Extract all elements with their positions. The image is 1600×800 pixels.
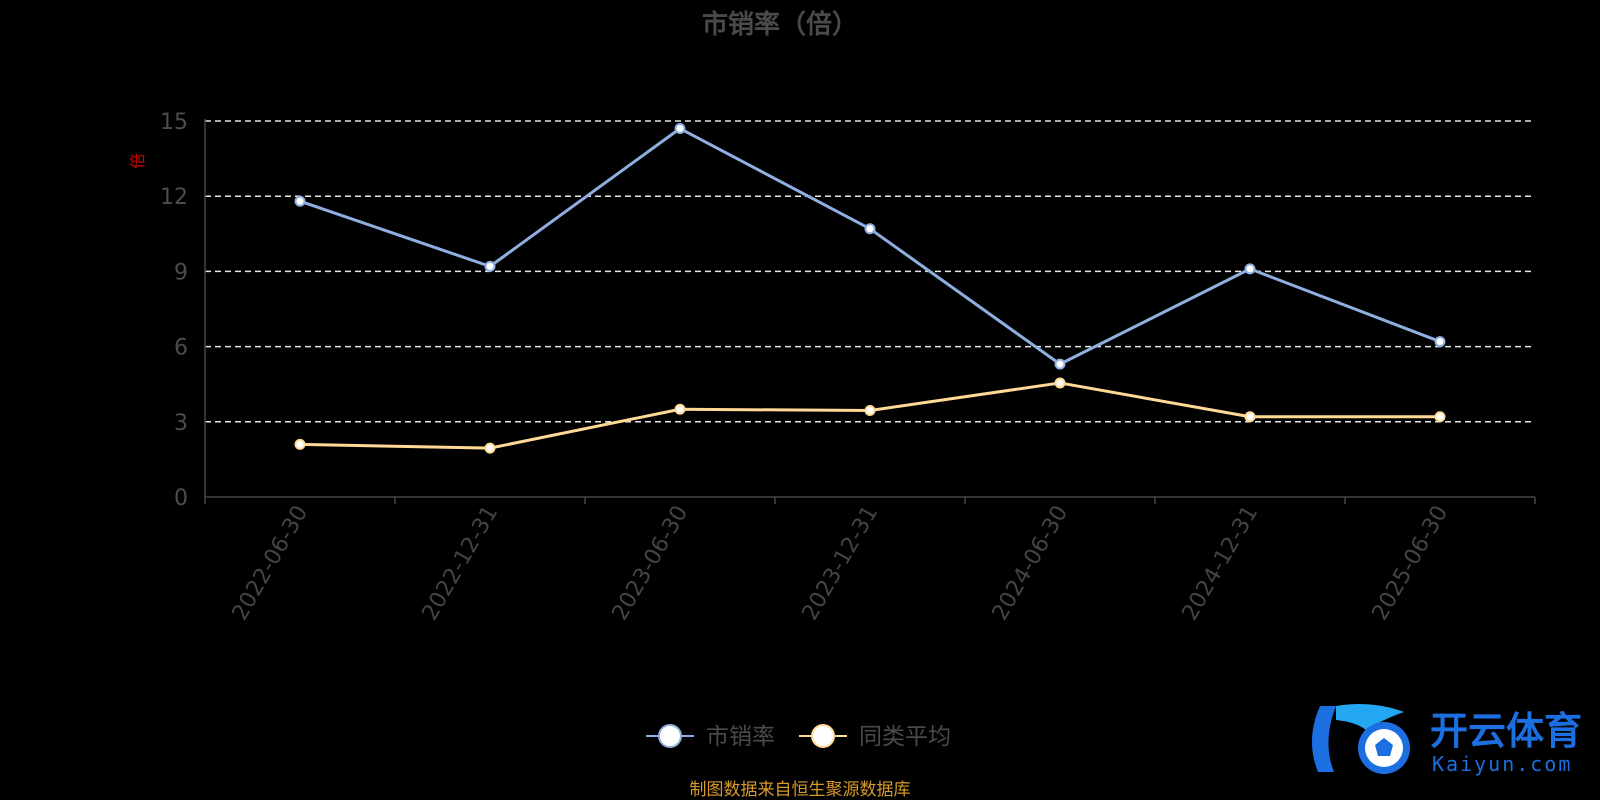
legend-item-series-1[interactable]: 市销率 xyxy=(646,724,775,750)
x-tick-label-6: 2025-06-30 xyxy=(1368,502,1454,625)
source-note: 制图数据来自恒生聚源数据库 xyxy=(690,780,911,800)
watermark-sub: Kaiyun.com xyxy=(1432,752,1572,776)
data-point-series-2-4 xyxy=(1054,377,1066,389)
data-point-series-2-3 xyxy=(864,405,876,417)
x-tick-label-2: 2023-06-30 xyxy=(608,502,694,625)
data-point-series-1-2 xyxy=(674,123,686,135)
watermark-brand: 开云体育 xyxy=(1430,709,1582,753)
y-tick-label-2: 6 xyxy=(174,336,188,361)
y-tick-label-3: 9 xyxy=(174,260,188,285)
y-axis-label: 倍 xyxy=(128,153,147,169)
legend-marker-series-2 xyxy=(811,724,835,748)
legend-marker-series-1 xyxy=(658,724,682,748)
data-point-series-1-4 xyxy=(1054,358,1066,370)
data-point-series-2-0 xyxy=(294,438,306,450)
kaiyun-logo-icon xyxy=(1311,704,1410,774)
data-point-series-2-5 xyxy=(1244,411,1256,423)
x-tick-label-5: 2024-12-31 xyxy=(1178,502,1264,625)
chart-title: 市销率（倍） xyxy=(702,9,858,40)
legend[interactable]: 市销率 同类平均 xyxy=(646,724,951,750)
data-point-series-1-3 xyxy=(864,223,876,235)
y-tick-label-0: 0 xyxy=(174,486,188,511)
data-point-series-1-5 xyxy=(1244,263,1256,275)
data-point-series-1-1 xyxy=(484,260,496,272)
series-lines xyxy=(294,123,1446,454)
data-point-series-2-1 xyxy=(484,442,496,454)
legend-label-series-2: 同类平均 xyxy=(859,724,951,750)
data-point-series-2-6 xyxy=(1434,411,1446,423)
data-point-series-1-6 xyxy=(1434,336,1446,348)
data-point-series-1-0 xyxy=(294,195,306,207)
series-line-1 xyxy=(299,127,1441,366)
y-tick-label-5: 15 xyxy=(160,110,188,135)
legend-label-series-1: 市销率 xyxy=(706,724,775,750)
x-tick-label-0: 2022-06-30 xyxy=(228,502,314,625)
watermark-logo: 开云体育 Kaiyun.com xyxy=(1311,704,1582,776)
x-tick-label-4: 2024-06-30 xyxy=(988,502,1074,625)
y-tick-label-4: 12 xyxy=(160,185,188,210)
grid-lines xyxy=(205,120,1535,423)
data-point-series-2-2 xyxy=(674,403,686,415)
x-tick-label-1: 2022-12-31 xyxy=(418,502,504,625)
x-tick-label-3: 2023-12-31 xyxy=(798,502,884,625)
axes: 0 3 6 9 12 15 2022-06-30 2022-12-31 2023-06-30 20… xyxy=(160,110,1536,625)
y-tick-label-1: 3 xyxy=(174,411,188,436)
legend-item-series-2[interactable]: 同类平均 xyxy=(799,724,951,750)
